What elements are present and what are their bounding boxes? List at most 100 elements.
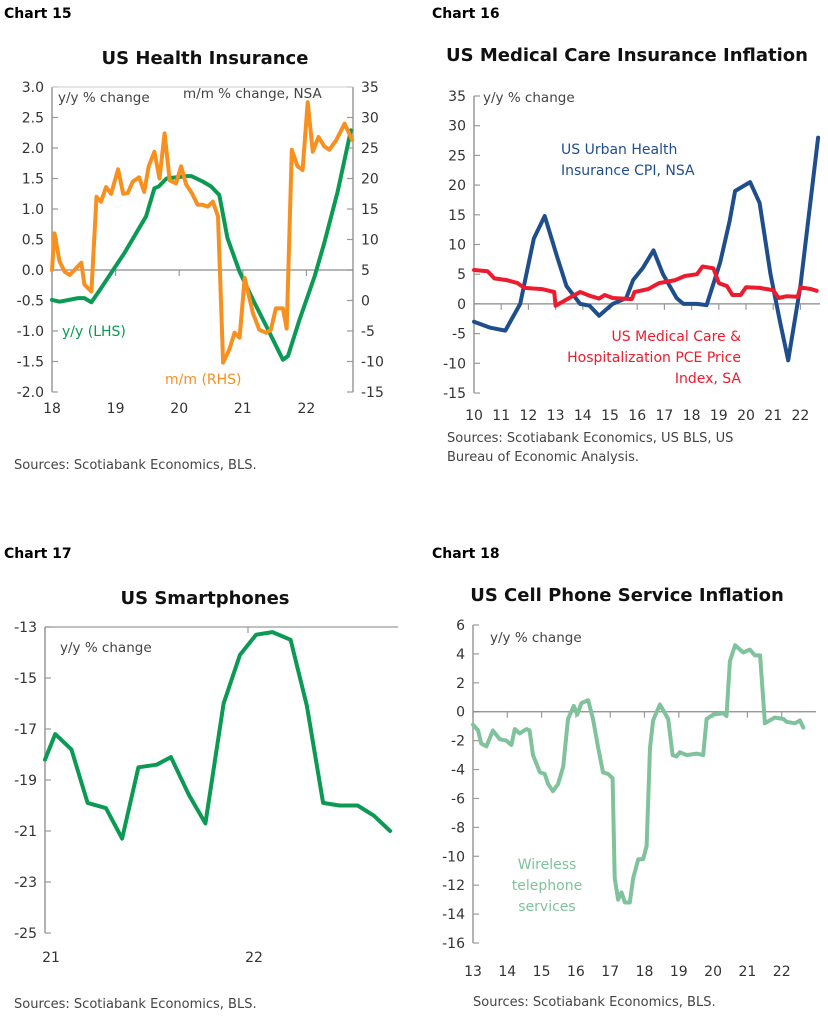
- chart-15-source: Sources: Scotiabank Economics, BLS.: [14, 458, 257, 473]
- y-tick-label: -6: [451, 791, 465, 807]
- y2-tick-label: 0: [361, 294, 370, 310]
- y-tick-label: 6: [456, 618, 465, 634]
- y-tick-label: -8: [451, 820, 465, 836]
- y-tick-label: -21: [14, 824, 37, 840]
- y2-tick-label: 10: [361, 233, 379, 249]
- chart-18-title: US Cell Phone Service Inflation: [470, 585, 784, 606]
- x-tick-label: 14: [498, 964, 516, 980]
- x-tick-label: 14: [574, 408, 592, 424]
- x-tick-label: 18: [636, 964, 654, 980]
- x-tick-label: 16: [567, 964, 585, 980]
- y-tick-label: 35: [448, 89, 466, 105]
- x-tick-label: 21: [234, 401, 252, 417]
- y-tick-label: 25: [448, 148, 466, 164]
- y-tick-label: -0.5: [17, 294, 44, 310]
- y-tick-label: -17: [14, 722, 37, 738]
- x-tick-label: 18: [43, 401, 61, 417]
- y-tick-label: -19: [14, 773, 37, 789]
- legend-line: Hospitalization PCE Price: [567, 350, 741, 366]
- legend-line: US Medical Care &: [611, 329, 741, 345]
- x-tick-label: 15: [601, 408, 619, 424]
- x-tick-label: 19: [710, 408, 728, 424]
- y-tick-label: 30: [448, 119, 466, 135]
- y-tick-label: -4: [451, 763, 465, 779]
- y2-tick-label: -15: [361, 385, 384, 401]
- y-tick-label: 0: [456, 705, 465, 721]
- chart-15-title: US Health Insurance: [101, 48, 309, 69]
- y-tick-label: -1.0: [17, 324, 44, 340]
- chart-15-legend-yy: y/y (LHS): [62, 324, 126, 340]
- x-tick-label: 18: [683, 408, 701, 424]
- chart-16-legend-pce: US Medical Care & Hospitalization PCE Pr…: [567, 327, 741, 390]
- series-line-1: [50, 100, 355, 365]
- y2-tick-label: 15: [361, 202, 379, 218]
- x-tick-label: 11: [492, 408, 510, 424]
- chart-16-ylabel: y/y % change: [483, 90, 575, 106]
- y-tick-label: -2.0: [17, 385, 44, 401]
- y-tick-label: 20: [448, 178, 466, 194]
- y2-tick-label: 25: [361, 141, 379, 157]
- x-tick-label: 22: [297, 401, 315, 417]
- y2-tick-label: 30: [361, 111, 379, 127]
- chart-15-label: Chart 15: [4, 6, 72, 22]
- chart-18-source: Sources: Scotiabank Economics, BLS.: [473, 995, 716, 1010]
- x-tick-label: 13: [547, 408, 565, 424]
- y-tick-label: -16: [442, 936, 465, 952]
- x-tick-label: 22: [791, 408, 809, 424]
- x-tick-label: 13: [464, 964, 482, 980]
- chart-17-label: Chart 17: [4, 546, 72, 562]
- y-tick-label: 2.0: [22, 141, 44, 157]
- y-tick-label: -14: [442, 907, 465, 923]
- x-tick-label: 20: [737, 408, 755, 424]
- y-tick-label: 10: [448, 238, 466, 254]
- y-tick-label: 0.5: [22, 233, 44, 249]
- series-line-1: [472, 264, 819, 308]
- y-tick-label: 1.5: [22, 172, 44, 188]
- y-tick-label: 0: [457, 297, 466, 313]
- chart-17-ylabel: y/y % change: [60, 640, 152, 656]
- chart-15-y2label: m/m % change, NSA: [183, 86, 322, 102]
- series-line-0: [43, 630, 393, 841]
- x-tick-label: 22: [245, 950, 263, 966]
- chart-17-source: Sources: Scotiabank Economics, BLS.: [14, 997, 257, 1012]
- source-line: Sources: Scotiabank Economics, US BLS, U…: [447, 431, 734, 446]
- y2-tick-label: 35: [361, 80, 379, 96]
- legend-line: Wireless: [517, 857, 577, 873]
- y-tick-label: -10: [442, 849, 465, 865]
- y-tick-label: -1.5: [17, 355, 44, 371]
- y-tick-label: -2: [451, 734, 465, 750]
- y-tick-label: -15: [14, 671, 37, 687]
- y-tick-label: -10: [443, 356, 466, 372]
- y-tick-label: -15: [443, 386, 466, 402]
- source-line: Bureau of Economic Analysis.: [447, 450, 639, 465]
- x-tick-label: 19: [670, 964, 688, 980]
- chart-15-legend-mm: m/m (RHS): [165, 372, 242, 388]
- y-tick-label: -23: [14, 875, 37, 891]
- y2-tick-label: -10: [361, 355, 384, 371]
- chart-17-plot: -13 -15 -17 -19 -21 -23 -25 21 22: [14, 620, 398, 966]
- y-tick-label: 1.0: [22, 202, 44, 218]
- y-tick-label: -5: [452, 327, 466, 343]
- chart-18-label: Chart 18: [432, 546, 500, 562]
- y-tick-label: 15: [448, 208, 466, 224]
- chart-16-source: Sources: Scotiabank Economics, US BLS, U…: [447, 429, 733, 467]
- chart-18-ylabel: y/y % change: [490, 630, 582, 646]
- y-tick-label: 0.0: [22, 263, 44, 279]
- x-tick-label: 21: [42, 950, 60, 966]
- chart-18-legend-wireless: Wireless telephone services: [512, 855, 582, 918]
- x-tick-label: 12: [519, 408, 537, 424]
- x-tick-label: 16: [628, 408, 646, 424]
- y2-tick-label: -5: [361, 324, 375, 340]
- legend-line: services: [518, 899, 576, 915]
- y-tick-label: 4: [456, 647, 465, 663]
- chart-15-plot: 3.0 2.5 2.0 1.5 1.0 0.5 0.0 -0.5 -1.0 -1.5 -2.0 35 3…: [17, 80, 384, 417]
- y-tick-label: 2: [456, 676, 465, 692]
- legend-line: Index, SA: [674, 371, 741, 387]
- x-tick-label: 15: [533, 964, 551, 980]
- x-tick-label: 21: [764, 408, 782, 424]
- chart-17-title: US Smartphones: [120, 588, 290, 609]
- legend-line: Insurance CPI, NSA: [561, 163, 695, 179]
- chart-15-ylabel: y/y % change: [58, 90, 150, 106]
- y-tick-label: -13: [14, 620, 37, 636]
- chart-16-plot: 35 30 25 20 15 10 5 0 -5 -10 -15 10 11 12 13 14 15 16 17 18…: [443, 89, 821, 424]
